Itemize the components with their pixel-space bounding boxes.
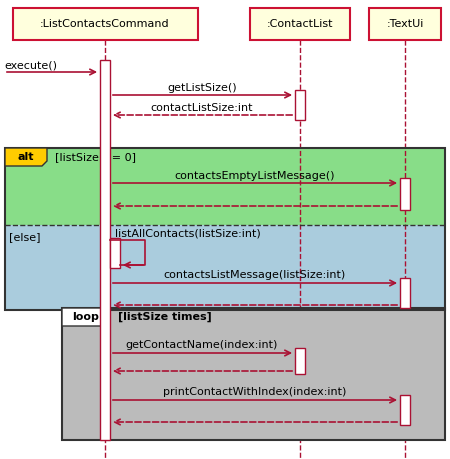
Text: loop: loop	[72, 312, 99, 322]
Bar	[110, 238, 120, 268]
Bar	[13, 8, 198, 40]
Text: [else]: [else]	[9, 232, 40, 242]
Text: [listSize == 0]: [listSize == 0]	[55, 152, 136, 162]
Text: :ListContactsCommand: :ListContactsCommand	[40, 19, 170, 29]
Text: alt: alt	[18, 152, 34, 162]
Text: printContactWithIndex(index:int): printContactWithIndex(index:int)	[163, 387, 346, 397]
Bar	[62, 308, 445, 440]
Bar	[295, 348, 305, 374]
Bar	[295, 90, 305, 120]
Bar	[400, 395, 410, 425]
Bar	[400, 178, 410, 210]
Text: contactsEmptyListMessage(): contactsEmptyListMessage()	[175, 171, 335, 181]
Bar	[5, 225, 445, 310]
Text: listAllContacts(listSize:int): listAllContacts(listSize:int)	[115, 228, 261, 238]
Text: execute(): execute()	[4, 60, 57, 70]
Text: contactListSize:int: contactListSize:int	[151, 103, 253, 113]
Bar	[100, 60, 110, 440]
Text: [listSize times]: [listSize times]	[118, 312, 212, 322]
Text: contactsListMessage(listSize:int): contactsListMessage(listSize:int)	[164, 270, 346, 280]
Bar	[250, 8, 350, 40]
Bar	[400, 278, 410, 308]
Text: :ContactList: :ContactList	[267, 19, 333, 29]
Text: getContactName(index:int): getContactName(index:int)	[126, 340, 278, 350]
Polygon shape	[5, 148, 47, 166]
Polygon shape	[62, 308, 110, 326]
Bar	[5, 148, 445, 225]
Bar	[5, 148, 445, 310]
Bar	[369, 8, 441, 40]
Text: :TextUi: :TextUi	[386, 19, 424, 29]
Text: getListSize(): getListSize()	[167, 83, 237, 93]
